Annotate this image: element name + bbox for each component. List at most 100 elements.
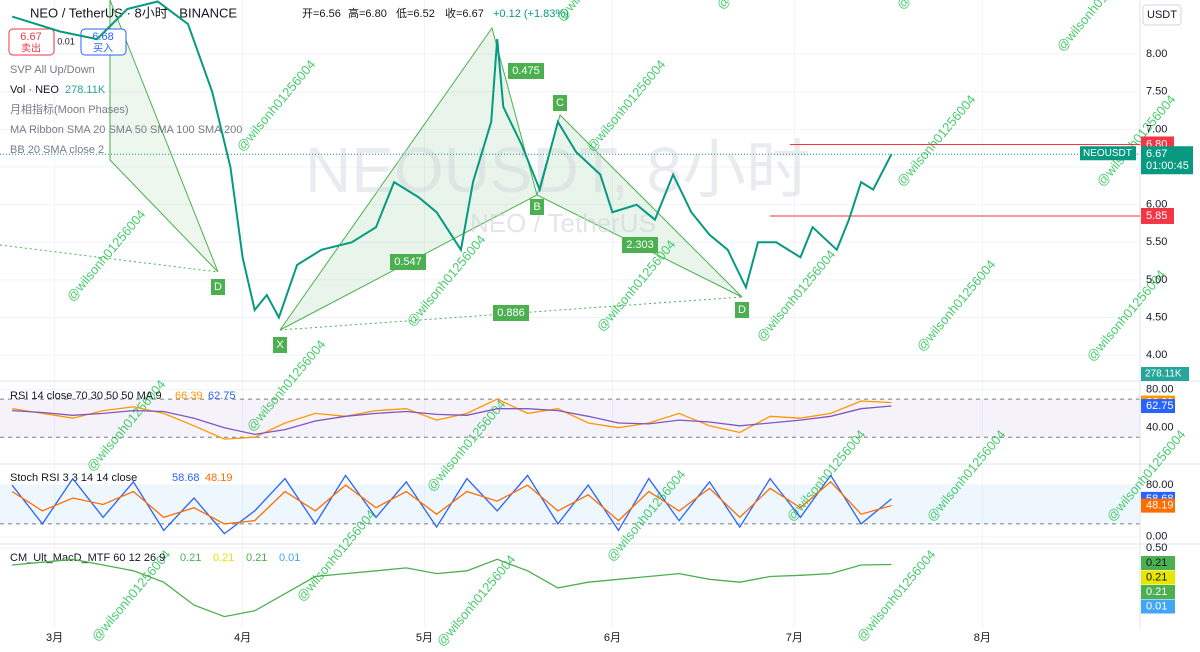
sell-button[interactable] xyxy=(8,28,55,56)
price-tag-label: 5.85 xyxy=(1146,210,1167,222)
ratio-label: 0.475 xyxy=(512,65,540,77)
x-tick-label: 3月 xyxy=(46,632,63,644)
readout-tag-label: 62.75 xyxy=(1146,400,1174,412)
readout-tag xyxy=(1141,556,1175,570)
y-tick-label: 0.00 xyxy=(1146,531,1167,543)
buy-button[interactable] xyxy=(80,28,127,56)
indicator-title: CM_Ult_MacD_MTF 60 12 26 9 xyxy=(10,552,165,564)
low: 低=6.52 xyxy=(396,7,435,20)
label-box xyxy=(622,237,658,253)
watermark-symbol: NEOUSDT, 8小时 xyxy=(305,134,810,206)
y-tick-label: 80.00 xyxy=(1146,384,1174,396)
readout-tag-label: 0.21 xyxy=(1146,557,1167,569)
label-box xyxy=(390,254,426,270)
readout-tag xyxy=(1141,585,1175,599)
readout-tag-label: 0.01 xyxy=(1146,600,1167,612)
sell-label: 卖出 xyxy=(21,42,41,55)
pattern-labels: X B C D D 0.475 0.547 2.303 0.886 xyxy=(211,63,749,353)
y-tick-label: 7.00 xyxy=(1146,123,1167,135)
readout: 0.21 xyxy=(246,552,267,564)
readout: 62.75 xyxy=(208,390,236,402)
volume-readout: 278.11K xyxy=(65,84,106,96)
y-tick-label: 4.00 xyxy=(1146,349,1167,361)
price-tag xyxy=(1141,146,1193,175)
label-box xyxy=(530,199,544,215)
y-tick-label: 8.00 xyxy=(1146,48,1167,60)
indicator: 月相指标(Moon Phases) xyxy=(10,102,129,116)
readout-tag-label: 0.21 xyxy=(1146,586,1167,598)
x-tick-label: 5月 xyxy=(416,632,433,644)
y-tick-label: 5.00 xyxy=(1146,274,1167,286)
label-box xyxy=(508,63,544,79)
price-tag-label: 6.67 xyxy=(1146,148,1167,160)
band xyxy=(0,399,1140,438)
y-tick-label: 5.50 xyxy=(1146,236,1167,248)
x-tick-label: 4月 xyxy=(234,632,251,644)
buy-label: 买入 xyxy=(93,43,113,55)
indicator: BB 20 SMA close 2 xyxy=(10,144,104,156)
pattern-label: D xyxy=(214,281,222,293)
open: 开=6.56 xyxy=(302,8,341,20)
series-line xyxy=(11,480,892,525)
symbol: NEO / TetherUS · 8小时 · BINANCE xyxy=(30,5,237,20)
price-tag xyxy=(1141,207,1174,224)
pattern-label: X xyxy=(276,339,284,351)
x-tick-label: 6月 xyxy=(604,632,621,644)
readout: 0.21 xyxy=(180,552,201,564)
readout: 0.21 xyxy=(213,552,234,564)
high: 高=6.80 xyxy=(348,6,387,20)
pattern-label: D xyxy=(738,304,746,316)
y-tick-label: 6.00 xyxy=(1146,199,1167,211)
watermark-name: NEO / TetherUS xyxy=(470,208,656,238)
volume-tag xyxy=(1141,367,1189,381)
pattern-left-xd xyxy=(0,244,219,273)
close: 收=6.67 xyxy=(445,6,484,20)
y-tick-label: 40.00 xyxy=(1146,422,1174,434)
ratio-label: 0.886 xyxy=(497,307,525,319)
buy-price: 6.68 xyxy=(92,31,113,43)
indicator: Vol · NEO xyxy=(10,84,59,96)
change: +0.12 (+1.83%) xyxy=(493,8,569,20)
x-tick-label: 8月 xyxy=(974,632,991,644)
label-box xyxy=(211,279,225,295)
y-tick-label: 4.50 xyxy=(1146,311,1167,323)
readout-tag-label: 48.19 xyxy=(1146,500,1174,512)
pattern-left xyxy=(109,0,219,273)
label-box xyxy=(553,95,567,111)
symbol-tag xyxy=(1080,146,1136,161)
readout-tag xyxy=(1141,599,1175,614)
series-line xyxy=(11,0,893,320)
readout: 48.19 xyxy=(205,472,233,484)
sell-price: 6.67 xyxy=(20,31,41,43)
y-tick-label: 0.50 xyxy=(1146,542,1167,554)
pattern-label: B xyxy=(533,201,540,213)
readout: 0.01 xyxy=(279,552,300,564)
ratio-label: 2.303 xyxy=(626,239,654,251)
indicator-title: Stoch RSI 3 3 14 14 close xyxy=(10,472,137,484)
series-line xyxy=(12,558,892,618)
x-tick-label: 7月 xyxy=(786,632,803,644)
readout-tag xyxy=(1141,399,1175,414)
y-tick-label: 7.50 xyxy=(1146,86,1167,98)
spread: 0.01 xyxy=(57,36,75,46)
pattern-label: C xyxy=(556,97,564,109)
volume-tag-label: 278.11K xyxy=(1145,369,1182,380)
indicator: MA Ribbon SMA 20 SMA 50 SMA 100 SMA 200 xyxy=(10,124,242,136)
series-line xyxy=(12,398,892,440)
series-line xyxy=(12,405,892,436)
readout-tag-label: 0.21 xyxy=(1146,571,1167,583)
indicator: SVP All Up/Down xyxy=(10,64,95,76)
label-box xyxy=(735,302,749,318)
label-box xyxy=(493,305,529,321)
ratio-label: 0.547 xyxy=(394,256,422,268)
y-tick-label: 80.00 xyxy=(1146,479,1174,491)
readout: 66.39 xyxy=(175,390,203,402)
countdown: 01:00:45 xyxy=(1146,160,1189,172)
currency: USDT xyxy=(1147,9,1177,21)
currency-button[interactable] xyxy=(1142,4,1182,26)
readout-tag xyxy=(1141,498,1175,513)
label-box xyxy=(273,337,287,353)
readout-tag xyxy=(1141,570,1175,585)
